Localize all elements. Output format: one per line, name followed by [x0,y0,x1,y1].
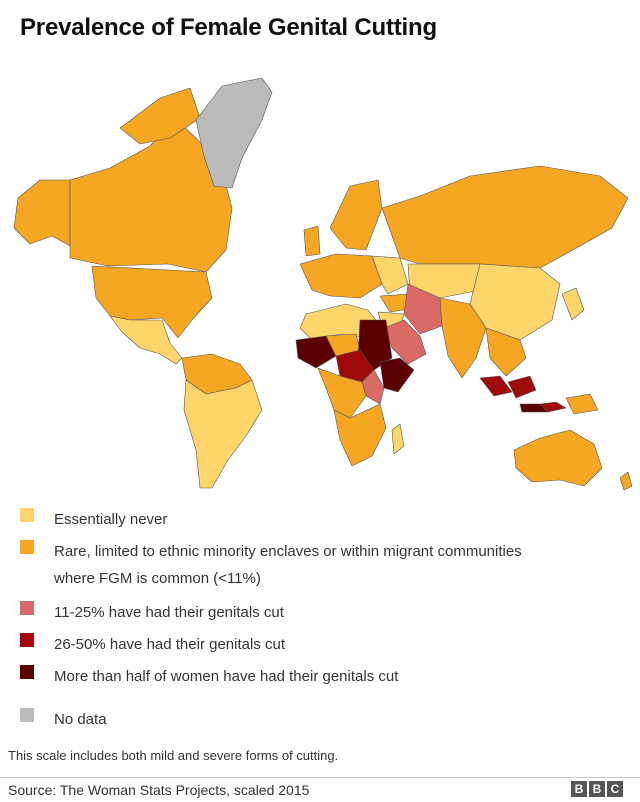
region-uk [303,225,321,257]
region-madagascar [391,423,405,455]
legend-label-rare-line-2: where FGM is common (<11%) [54,570,261,587]
region-central-africa [317,367,367,419]
region-europe-west [299,253,383,299]
legend-label-11-25-pct: 11-25% have had their genitals cut [54,604,284,621]
legend-swatch-no-data [20,708,34,722]
world-map [0,58,640,490]
legend-label-no-data: No data [54,711,107,728]
bbc-logo-letter-1: B [571,781,587,797]
region-scandinavia [329,179,383,251]
region-canada [69,117,233,273]
legend-label-more-than-half: More than half of women have had their g… [54,668,399,685]
region-south-asia [439,297,487,379]
region-australia [513,429,603,487]
legend-swatch-26-50-pct [20,633,34,647]
region-new-guinea [565,393,599,415]
region-arabian-peninsula [383,319,427,365]
chart-title: Prevalence of Female Genital Cutting [20,14,437,41]
region-alaska [13,179,71,247]
world-map-svg [13,77,633,490]
region-west-africa [295,335,337,369]
region-south-america-south [183,379,263,489]
region-east-africa [361,369,385,405]
legend-swatch-11-25-pct [20,601,34,615]
region-mexico-central-america [109,315,183,365]
footer-divider [0,777,640,778]
region-europe-east [371,255,409,295]
legend-swatch-rare [20,540,34,554]
region-usa [91,265,213,339]
region-new-zealand [619,471,633,490]
region-iran [403,283,443,335]
region-southeast-asia-mainland [485,327,527,377]
legend-label-26-50-pct: 26-50% have had their genitals cut [54,636,285,653]
bbc-logo-letter-2: B [589,781,605,797]
legend-swatch-more-than-half [20,665,34,679]
scale-note: This scale includes both mild and severe… [8,748,339,763]
region-indonesia-east [519,403,549,413]
region-southern-africa [333,403,387,467]
legend-label-essentially-never: Essentially never [54,511,168,528]
source-credit: Source: The Woman Stats Projects, scaled… [8,782,310,798]
region-russia [381,165,629,269]
bbc-logo-letter-3: C [607,781,623,797]
region-horn-of-africa [379,357,415,393]
legend-swatch-essentially-never [20,508,34,522]
region-korea-japan [561,287,585,321]
legend-label-rare-line-1: Rare, limited to ethnic minority enclave… [54,543,522,560]
region-greenland [195,77,273,189]
